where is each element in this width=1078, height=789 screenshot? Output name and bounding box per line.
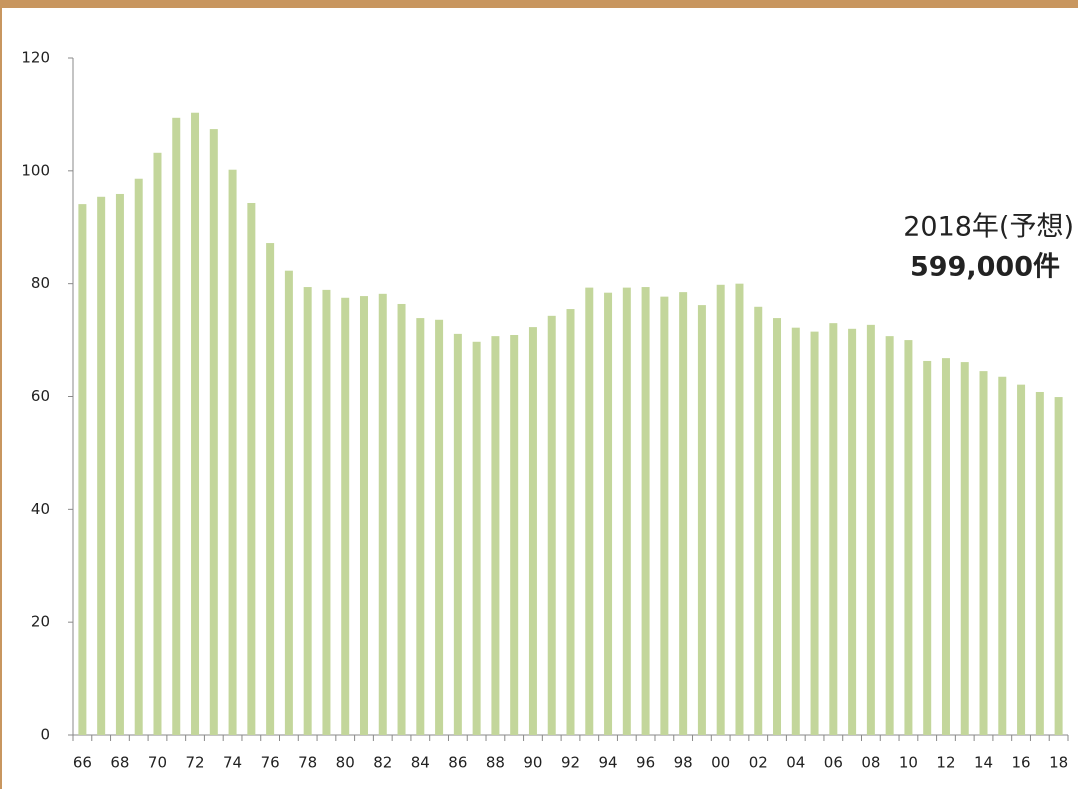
y-tick-label: 100	[21, 161, 50, 179]
y-tick-label: 20	[31, 613, 50, 631]
bar	[998, 376, 1007, 735]
bar	[528, 327, 537, 735]
bar	[510, 335, 519, 735]
bar	[566, 309, 575, 735]
bar	[885, 336, 894, 735]
bar	[941, 358, 950, 735]
bar	[97, 196, 106, 735]
bar	[679, 292, 688, 735]
annotation: 2018年(予想)	[903, 212, 1074, 243]
bar	[660, 296, 669, 735]
bar	[716, 284, 725, 735]
x-tick-label: 74	[223, 754, 242, 772]
x-tick-label: 02	[749, 754, 768, 772]
bar	[78, 204, 87, 736]
bar	[134, 178, 143, 735]
x-tick-label: 68	[110, 754, 129, 772]
bar	[153, 152, 162, 735]
bar	[1017, 384, 1026, 735]
annotation: 599,000件	[910, 252, 1060, 283]
bar	[923, 360, 932, 735]
bar	[697, 305, 706, 735]
x-tick-label: 80	[336, 754, 355, 772]
x-tick-label: 00	[711, 754, 730, 772]
y-tick-label: 60	[31, 387, 50, 405]
x-tick-label: 14	[974, 754, 993, 772]
bar	[228, 169, 237, 735]
frame-left	[0, 0, 2, 789]
bar	[378, 293, 387, 735]
bar	[1035, 391, 1044, 735]
y-tick-label: 40	[31, 500, 50, 518]
x-tick-label: 78	[298, 754, 317, 772]
x-tick-label: 66	[73, 754, 92, 772]
bar	[547, 315, 556, 735]
bar	[435, 319, 444, 735]
bar	[266, 243, 275, 735]
bar	[303, 287, 312, 735]
x-tick-label: 16	[1012, 754, 1031, 772]
bar	[585, 287, 594, 735]
bar	[791, 327, 800, 735]
bar	[115, 193, 124, 735]
bar	[397, 303, 406, 735]
bar	[960, 362, 969, 735]
x-tick-label: 94	[599, 754, 618, 772]
x-tick-label: 08	[861, 754, 880, 772]
bar	[416, 318, 425, 735]
x-tick-label: 84	[411, 754, 430, 772]
bar	[622, 287, 631, 735]
x-tick-label: 90	[523, 754, 542, 772]
x-tick-label: 04	[786, 754, 805, 772]
frame-top	[0, 0, 1078, 8]
bar	[979, 371, 988, 735]
bar	[491, 336, 500, 735]
bar	[848, 328, 857, 735]
x-tick-label: 10	[899, 754, 918, 772]
bar	[641, 287, 650, 735]
bar	[322, 289, 331, 735]
y-tick-label: 80	[31, 274, 50, 292]
x-tick-label: 72	[185, 754, 204, 772]
x-tick-label: 92	[561, 754, 580, 772]
bar	[1054, 397, 1063, 735]
x-tick-label: 86	[448, 754, 467, 772]
x-tick-label: 76	[261, 754, 280, 772]
bar	[284, 270, 293, 735]
bar	[904, 340, 913, 735]
x-tick-label: 06	[824, 754, 843, 772]
bar	[829, 323, 838, 735]
bar	[754, 306, 763, 735]
bar	[604, 292, 613, 735]
bar	[866, 324, 875, 735]
x-tick-label: 18	[1049, 754, 1068, 772]
y-tick-label: 0	[40, 726, 50, 744]
x-tick-label: 70	[148, 754, 167, 772]
x-tick-label: 96	[636, 754, 655, 772]
bar	[359, 296, 368, 735]
x-tick-label: 82	[373, 754, 392, 772]
bar	[472, 341, 481, 735]
bar	[773, 318, 782, 735]
bar	[172, 117, 181, 736]
bar	[735, 283, 744, 735]
bar	[341, 297, 350, 735]
bar	[191, 112, 200, 735]
bar	[810, 331, 819, 735]
y-tick-label: 120	[21, 49, 50, 67]
bar	[209, 129, 218, 735]
bar	[247, 202, 256, 735]
x-tick-label: 98	[674, 754, 693, 772]
bar	[453, 333, 462, 735]
x-tick-label: 12	[936, 754, 955, 772]
x-tick-label: 88	[486, 754, 505, 772]
